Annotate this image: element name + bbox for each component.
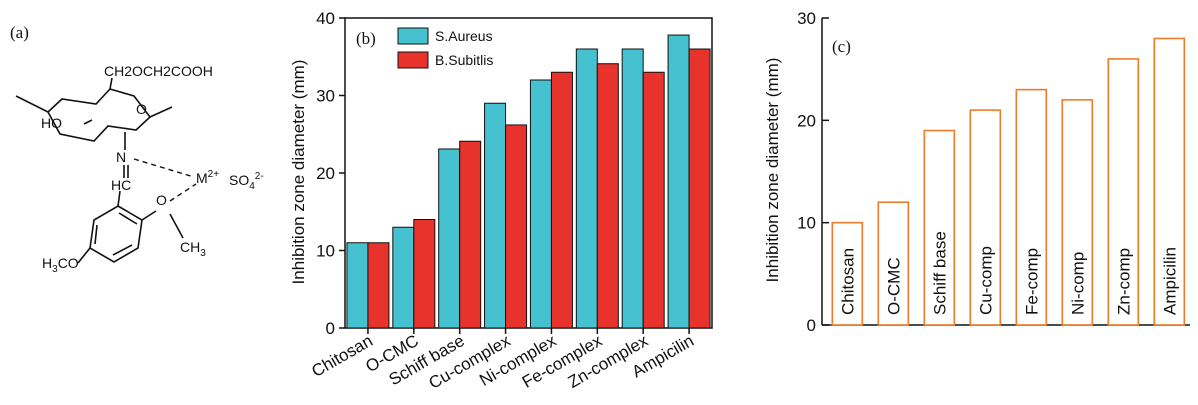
panel-b-y-axis-label: Inhibition zone diameter (mm) xyxy=(289,60,308,285)
bar-b-subitlis xyxy=(459,140,482,329)
panel-a-label: (a) xyxy=(10,23,29,42)
o-metal-coordination-bond xyxy=(169,183,197,202)
aromatic-inner-bond-2 xyxy=(94,224,98,245)
bar-s-aureus xyxy=(346,242,369,329)
y-tick-label: 30 xyxy=(797,9,816,28)
ring-oxygen: O xyxy=(136,101,147,117)
bar-b-subitlis xyxy=(596,63,619,329)
y-tick-label: 40 xyxy=(316,9,335,28)
panel-c-chart: (c) Inhibition zone diameter (mm) 0 10 20 3… xyxy=(763,9,1190,335)
c6-bond xyxy=(109,77,113,90)
panel-b-label: (b) xyxy=(356,29,376,48)
legend-label: B.Subitlis xyxy=(435,52,493,68)
ether-oxygen: O xyxy=(156,192,167,208)
bar xyxy=(1107,58,1140,326)
hydroxyl-label: HO xyxy=(41,115,62,131)
bar-b-subitlis xyxy=(413,219,436,329)
imine-carbon: HC xyxy=(111,177,131,193)
legend-swatch xyxy=(397,27,429,45)
panel-c-label: (c) xyxy=(832,37,851,56)
bar-category-label: Schiff base xyxy=(930,231,949,315)
bar xyxy=(1015,88,1048,326)
bar-b-subitlis xyxy=(688,48,711,329)
aromatic-inner-bond-3 xyxy=(112,244,133,256)
y-tick-label: 20 xyxy=(316,164,335,183)
bar-b-subitlis xyxy=(550,71,573,329)
structure-atoms: CH2OCH2COOH HO N HC H3CO O O M2+ SO42- C… xyxy=(41,63,264,275)
x-tick-label: Chitosan xyxy=(308,331,376,381)
bar xyxy=(877,201,910,326)
legend-swatch xyxy=(397,51,429,69)
methoxy-group: H3CO xyxy=(42,255,79,275)
glycosidic-bond-right xyxy=(149,106,173,118)
bar-category-label: Cu-comp xyxy=(976,246,995,315)
bar-b-subitlis xyxy=(642,71,665,329)
carboxymethyl-group: CH2OCH2COOH xyxy=(104,63,213,79)
bar-s-aureus xyxy=(484,102,507,329)
legend-label: S.Aureus xyxy=(435,28,493,44)
bar-b-subitlis xyxy=(367,242,390,329)
bar-s-aureus xyxy=(392,226,415,329)
c3-hydroxyl-bond xyxy=(83,119,93,125)
n-metal-coordination-bond xyxy=(133,158,195,178)
ether-methyl-bond xyxy=(169,213,184,239)
y-tick-label: 20 xyxy=(797,111,816,130)
imine-nitrogen: N xyxy=(116,149,126,165)
bar-s-aureus xyxy=(575,48,598,329)
panel-a-structure: (a) CH2OCH2COOH xyxy=(10,23,264,275)
y-tick-label: 0 xyxy=(326,319,335,338)
methyl-group: CH3 xyxy=(180,239,206,259)
bar xyxy=(969,109,1002,326)
metal-ion: M2+ xyxy=(196,169,219,186)
bar-category-label: Chitosan xyxy=(838,248,857,315)
bar-b-subitlis xyxy=(505,124,528,329)
bar-category-label: Ni-comp xyxy=(1068,252,1087,315)
glycosidic-bond-left xyxy=(15,95,49,113)
pyranose-ring-bond xyxy=(46,88,152,142)
bar xyxy=(923,129,956,326)
bar-s-aureus xyxy=(621,48,644,329)
aryl-link-bond xyxy=(117,190,121,207)
panel-b-chart: (b) Inhibition zone diameter (mm) 0 10 20 3… xyxy=(289,9,713,393)
bar-category-label: O-CMC xyxy=(884,257,903,315)
bar xyxy=(831,221,864,326)
bar-s-aureus xyxy=(667,34,690,329)
bar-category-label: Ampicilin xyxy=(1160,247,1179,315)
bar-s-aureus xyxy=(529,79,552,329)
bar xyxy=(1153,37,1186,326)
structure-bonds xyxy=(15,77,184,264)
aryl-ether-bond xyxy=(141,210,157,221)
bar-category-label: Fe-comp xyxy=(1022,248,1041,315)
aromatic-inner-bond-1 xyxy=(118,212,138,225)
bar-category-label: Zn-comp xyxy=(1114,248,1133,315)
bar-s-aureus xyxy=(438,148,461,329)
y-tick-label: 30 xyxy=(316,87,335,106)
sulfate-ion: SO42- xyxy=(229,171,264,192)
panel-c-y-axis-label: Inhibition zone diameter (mm) xyxy=(763,58,782,283)
bar xyxy=(1061,99,1094,326)
y-tick-label: 0 xyxy=(807,316,816,335)
panel-c-plot-area: 0 10 20 30 Chitosan O-CMC Schiff base Cu-comp Fe… xyxy=(797,9,1190,335)
methoxy-bond xyxy=(77,247,91,264)
y-tick-label: 10 xyxy=(316,242,335,261)
coordination-bonds xyxy=(133,158,197,202)
y-tick-label: 10 xyxy=(797,214,816,233)
